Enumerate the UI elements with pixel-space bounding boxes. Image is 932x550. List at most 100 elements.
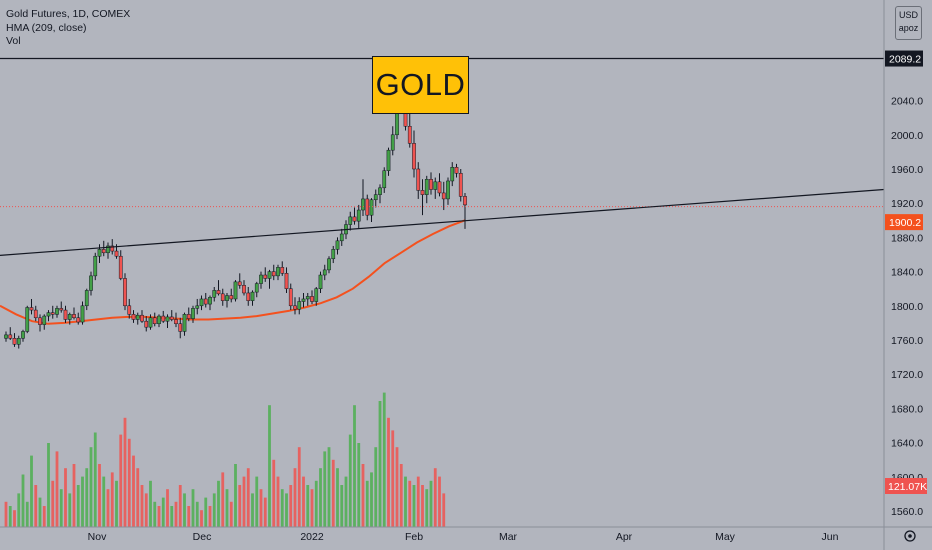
candle-body: [458, 173, 463, 197]
candle-body: [454, 167, 459, 174]
candle-body: [441, 192, 446, 200]
candle-body: [237, 281, 242, 286]
volume-bar: [395, 447, 399, 527]
time-tick-label: Feb: [405, 531, 423, 543]
volume-bar: [404, 476, 407, 527]
hma-line: [0, 219, 466, 325]
price-tick-label: 1680.0: [891, 403, 923, 415]
candle-body: [157, 315, 161, 325]
trendline[interactable]: [0, 188, 885, 256]
price-tick-label: 1880.0: [891, 232, 923, 244]
volume-bar: [42, 506, 46, 527]
candle-body: [84, 290, 89, 307]
volume-bar: [127, 438, 131, 527]
horizontal-line-price-text: 2089.2: [889, 54, 921, 66]
volume-bar: [161, 497, 165, 527]
candle-body: [16, 338, 21, 345]
candle-body: [356, 209, 361, 222]
time-axis[interactable]: Nov Dec 2022 Feb Mar Apr May Jun: [0, 526, 932, 543]
candle-body: [407, 126, 412, 144]
volume-bar: [378, 401, 382, 527]
price-tick-label: 1560.0: [891, 506, 923, 518]
volume-bar: [370, 472, 373, 527]
candle-body: [127, 305, 132, 315]
time-tick-label: Jun: [822, 531, 839, 543]
candle-body: [276, 267, 280, 277]
volume-bar: [221, 472, 225, 527]
hma-path: [0, 219, 466, 325]
volume-bar: [387, 417, 390, 527]
volume-bar: [157, 506, 161, 527]
volume-bar: [183, 493, 186, 527]
volume-bar: [280, 489, 284, 527]
gear-ring: [904, 530, 916, 542]
symbol-title[interactable]: Gold Futures, 1D, COMEX: [6, 8, 131, 20]
candle-body: [199, 298, 204, 307]
candle-body: [284, 273, 289, 289]
volume-bar: [391, 430, 395, 527]
candle-body: [352, 216, 357, 222]
candle-body: [450, 167, 455, 182]
price-axis[interactable]: 1560.01600.01640.01680.01720.01760.01800…: [883, 0, 927, 550]
volume-indicator-label[interactable]: Vol: [6, 35, 21, 47]
volume-bar: [153, 501, 157, 527]
candle-body: [348, 216, 353, 225]
volume-bar: [132, 455, 135, 527]
price-tick-label: 1720.0: [891, 369, 923, 381]
gold-annotation[interactable]: GOLD: [372, 56, 469, 114]
volume-bar: [433, 468, 437, 527]
candle-body: [446, 180, 450, 200]
candle-body: [55, 308, 59, 315]
volume-bar: [21, 474, 25, 527]
candle-body: [118, 255, 123, 279]
time-tick-label: 2022: [300, 531, 324, 543]
volume-bar: [365, 480, 369, 527]
price-tick-label: 1840.0: [891, 267, 923, 279]
candle-body: [463, 196, 467, 206]
chart-legend: Gold Futures, 1D, COMEX HMA (209, close)…: [6, 8, 130, 49]
currency-selector[interactable]: USD apoz: [895, 6, 922, 40]
volume-bar: [106, 489, 110, 527]
volume-bar: [408, 480, 412, 527]
volume-bar: [438, 476, 441, 527]
last-volume-text: 121.07K: [888, 481, 927, 493]
settings-gear-icon[interactable]: [904, 530, 916, 542]
volume-bar: [306, 485, 310, 527]
candle-body: [135, 314, 140, 320]
candle-body: [101, 249, 106, 254]
candle-body: [110, 245, 115, 252]
volume-bar: [225, 489, 229, 527]
candle-body: [412, 143, 416, 170]
horizontal-line-price-tag[interactable]: [885, 50, 923, 67]
candle-body: [433, 181, 438, 190]
volume-bar: [374, 447, 378, 527]
candle-body: [335, 240, 340, 250]
volume-bar: [246, 468, 250, 527]
candle-body: [420, 190, 425, 195]
candle-body: [114, 250, 119, 257]
price-tick-label: 1920.0: [891, 198, 923, 210]
candle-body: [271, 271, 276, 277]
candle-body: [67, 314, 72, 320]
volume-bar: [38, 497, 42, 527]
volume-bar: [442, 493, 446, 527]
candle-body: [225, 295, 229, 301]
hma-indicator-label[interactable]: HMA (209, close): [6, 21, 87, 34]
volume-bar: [276, 476, 280, 527]
volume-bar: [174, 501, 178, 527]
volume-bar: [8, 506, 12, 527]
candle-body: [212, 290, 217, 298]
volume-bar: [425, 489, 429, 527]
candle-body: [327, 258, 331, 271]
candle-body: [203, 298, 208, 305]
volume-bar: [25, 501, 29, 527]
candle-body: [38, 317, 42, 325]
volume-bar: [93, 432, 97, 527]
candle-body: [288, 288, 293, 307]
last-volume-tag[interactable]: [885, 478, 927, 494]
last-price-tag[interactable]: [885, 214, 923, 231]
volume-bar: [140, 485, 144, 527]
candle-body: [174, 319, 178, 325]
volume-bar: [229, 501, 233, 527]
